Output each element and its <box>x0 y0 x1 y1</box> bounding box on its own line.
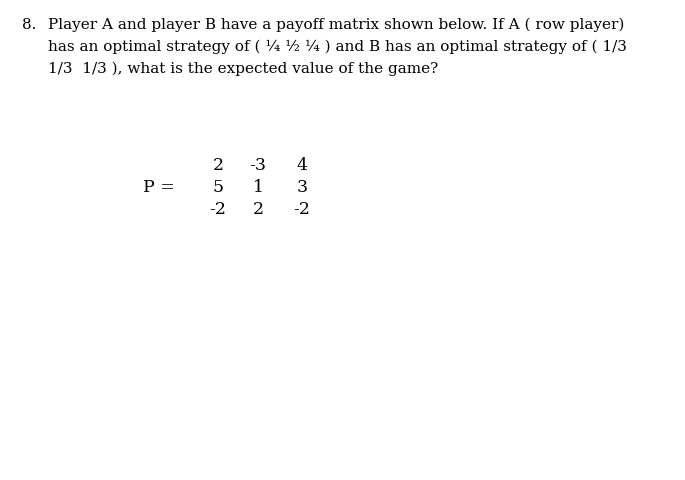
Text: 8.: 8. <box>22 18 36 32</box>
Text: 2: 2 <box>212 157 223 175</box>
Text: -3: -3 <box>249 157 266 175</box>
Text: 5: 5 <box>212 180 223 196</box>
Text: 1/3  1/3 ), what is the expected value of the game?: 1/3 1/3 ), what is the expected value of… <box>48 62 438 76</box>
Text: 2: 2 <box>253 202 264 218</box>
Text: 3: 3 <box>297 180 308 196</box>
Text: has an optimal strategy of ( ¼ ½ ¼ ) and B has an optimal strategy of ( 1/3: has an optimal strategy of ( ¼ ½ ¼ ) and… <box>48 40 627 54</box>
Text: Player A and player B have a payoff matrix shown below. If A ( row player): Player A and player B have a payoff matr… <box>48 18 624 32</box>
Text: 4: 4 <box>297 157 308 175</box>
Text: P =: P = <box>143 180 175 196</box>
Text: -2: -2 <box>293 202 310 218</box>
Text: -2: -2 <box>210 202 227 218</box>
Text: 1: 1 <box>253 180 264 196</box>
